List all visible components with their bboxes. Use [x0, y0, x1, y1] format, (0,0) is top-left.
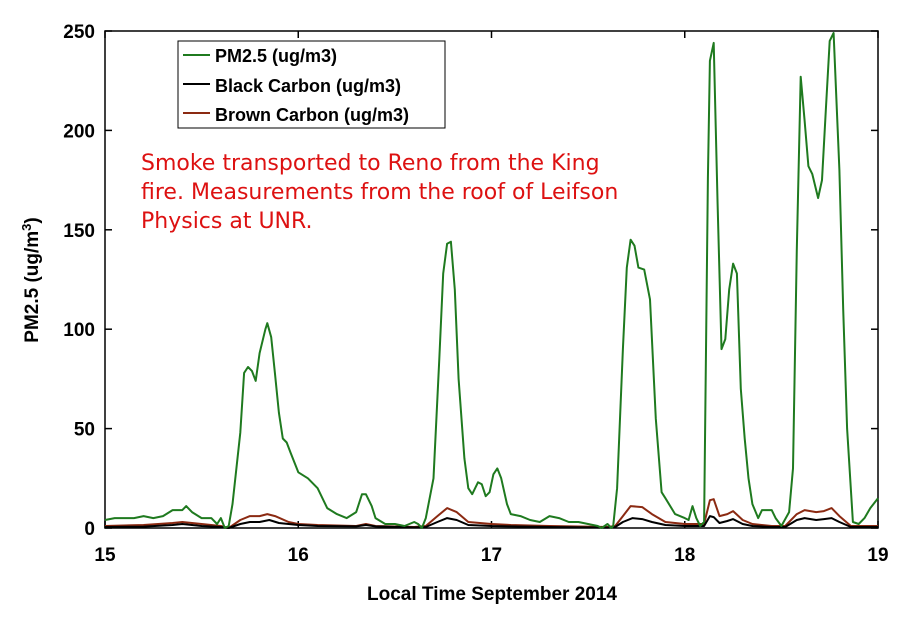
series-lines: [104, 32, 879, 529]
legend: PM2.5 (ug/m3) Black Carbon (ug/m3) Brown…: [177, 40, 446, 129]
legend-label-black-carbon: Black Carbon (ug/m3): [215, 76, 401, 96]
x-tick-label: 15: [94, 545, 116, 566]
legend-box: [177, 40, 446, 129]
legend-label-brown-carbon: Brown Carbon (ug/m3): [215, 105, 409, 125]
y-tick-label: 150: [63, 221, 95, 242]
annotation: Smoke transported to Reno from the King …: [141, 151, 618, 234]
y-axis-title-suffix: ): [22, 217, 43, 223]
annotation-line-3: Physics at UNR.: [141, 209, 313, 234]
y-tick-label: 50: [74, 420, 95, 441]
x-axis-title: Local Time September 2014: [367, 584, 617, 605]
y-tick-label: 200: [63, 121, 95, 142]
annotation-line-2: fire. Measurements from the roof of Leif…: [141, 180, 618, 205]
y-tick-label: 100: [63, 320, 95, 341]
y-axis-ticks: 0 50 100 150 200 250: [63, 22, 878, 540]
x-axis-ticks: 15 16 17 18 19: [94, 31, 889, 566]
x-tick-label: 17: [481, 545, 502, 566]
series-line-brown-carbon: [104, 498, 878, 529]
y-axis-title: PM2.5 (ug/m3): [19, 217, 43, 342]
y-tick-label: 0: [84, 519, 95, 540]
y-tick-label: 250: [63, 22, 95, 43]
x-tick-label: 19: [867, 545, 888, 566]
x-tick-label: 18: [674, 545, 695, 566]
series-line-pm25: [104, 32, 879, 529]
series-line-black-carbon: [104, 515, 878, 529]
legend-label-pm25: PM2.5 (ug/m3): [215, 46, 337, 66]
annotation-line-1: Smoke transported to Reno from the King: [141, 151, 600, 176]
x-tick-label: 16: [288, 545, 309, 566]
y-axis-title-superscript: 3: [19, 224, 34, 231]
y-axis-title-main: PM2.5 (ug/m: [22, 231, 43, 343]
